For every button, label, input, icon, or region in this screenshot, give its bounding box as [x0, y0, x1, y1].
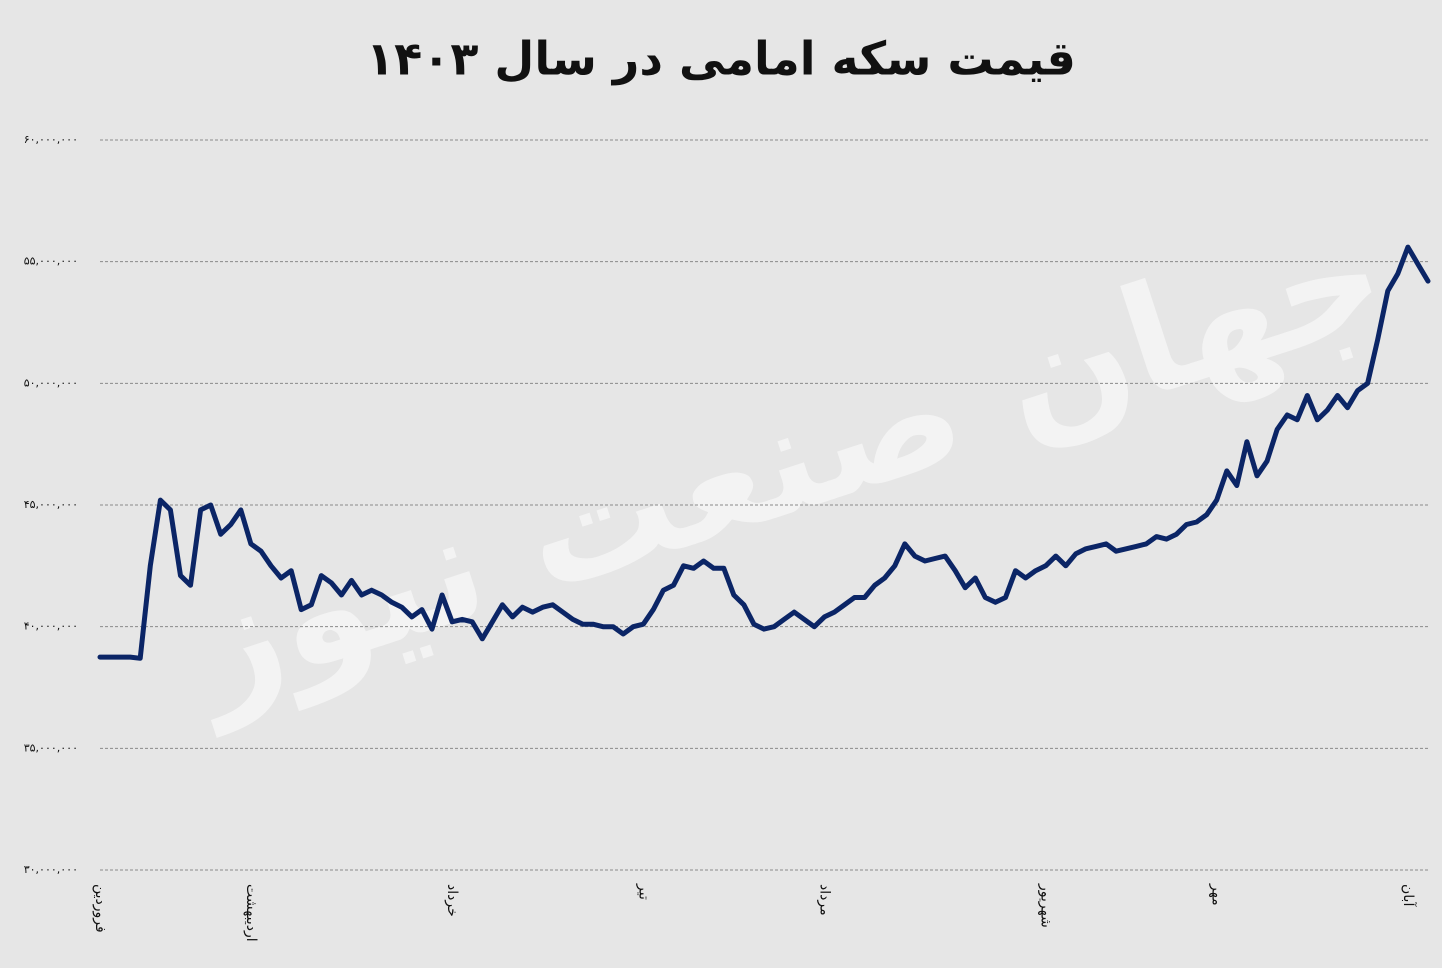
- price-line: [97, 244, 1431, 661]
- x-tick-label: خرداد: [444, 884, 460, 917]
- y-tick-label: ۵۰,۰۰۰,۰۰۰: [24, 376, 78, 389]
- y-tick-label: ۵۵,۰۰۰,۰۰۰: [24, 255, 78, 268]
- y-tick-label: ۳۰,۰۰۰,۰۰۰: [24, 863, 78, 876]
- x-tick-label: فروردین: [92, 884, 108, 933]
- x-tick-label: اردیبهشت: [243, 884, 259, 942]
- y-tick-label: ۴۰,۰۰۰,۰۰۰: [24, 620, 78, 633]
- x-tick-label: آبان: [1400, 884, 1417, 907]
- y-tick-label: ۴۵,۰۰۰,۰۰۰: [24, 498, 78, 511]
- y-tick-label: ۳۵,۰۰۰,۰۰۰: [24, 741, 78, 754]
- x-tick-label: مهر: [1209, 883, 1225, 906]
- y-tick-label: ۶۰,۰۰۰,۰۰۰: [24, 133, 78, 146]
- x-tick-label: مرداد: [816, 884, 832, 916]
- x-tick-label: شهریور: [1038, 883, 1054, 928]
- chart-title: قیمت سکه امامی در سال ۱۴۰۳: [366, 32, 1076, 86]
- x-tick-label: تیر: [635, 883, 651, 900]
